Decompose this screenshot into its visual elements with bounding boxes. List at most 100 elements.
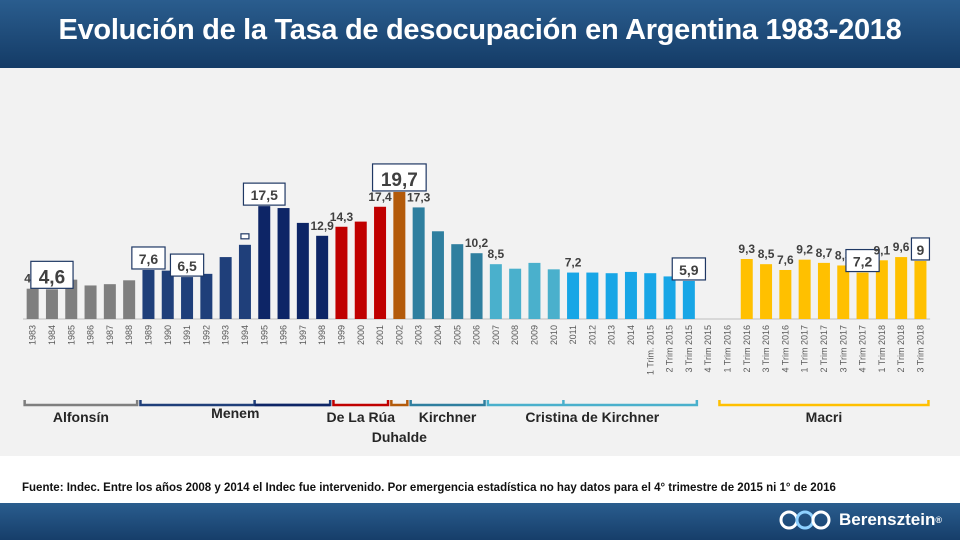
data-label: 9,1 — [874, 243, 891, 257]
period-label: Macri — [806, 409, 843, 425]
bar — [509, 268, 522, 319]
bar — [760, 264, 773, 319]
data-label: 17,5 — [251, 187, 278, 203]
period-label: Kirchner — [419, 409, 477, 425]
bar — [277, 208, 290, 319]
x-tick-label: 1990 — [163, 325, 173, 345]
data-label: 9 — [917, 242, 925, 258]
bar — [798, 259, 811, 319]
x-tick-label: 3 Trim 2017 — [838, 325, 848, 373]
x-tick-label: 2014 — [626, 325, 636, 345]
bar — [412, 207, 425, 319]
x-tick-label: 1995 — [259, 325, 269, 345]
x-tick-label: 4 Trim 2016 — [780, 325, 790, 373]
x-tick-label: 2 Trim 2018 — [896, 325, 906, 373]
data-label-box — [371, 163, 427, 192]
data-label: 8,5 — [758, 247, 775, 261]
x-tick-label: 2003 — [414, 325, 424, 345]
bar — [914, 260, 927, 319]
x-tick-label: 2 Trim 2015 — [665, 325, 675, 373]
bar — [644, 273, 657, 319]
x-tick-label: 2004 — [433, 325, 443, 345]
bar — [84, 285, 97, 319]
data-label: 8,5 — [488, 247, 505, 261]
bar — [586, 272, 599, 319]
bar — [219, 257, 232, 319]
bar — [567, 272, 580, 319]
bar — [316, 235, 329, 319]
data-label-box — [910, 237, 931, 261]
bar — [547, 269, 560, 319]
source-note: Fuente: Indec. Entre los años 2008 y 201… — [22, 482, 836, 494]
x-tick-label: 3 Trim 2015 — [684, 325, 694, 373]
data-label-box — [242, 182, 286, 206]
data-label: 7,2 — [853, 254, 873, 270]
data-label: 4,6 — [39, 267, 65, 288]
x-tick-label: 2007 — [491, 325, 501, 345]
brand-logo: Berensztein ® — [779, 508, 942, 532]
period-bracket — [409, 400, 486, 407]
bar — [489, 264, 502, 319]
x-tick-label: 2010 — [549, 325, 559, 345]
x-tick-label: 1985 — [66, 325, 76, 345]
period-label: De La Rúa — [327, 409, 396, 425]
bar — [682, 280, 695, 319]
bar — [393, 191, 406, 319]
bar — [451, 244, 464, 319]
x-tick-label: 2013 — [607, 325, 617, 345]
berensztein-logo-icon — [779, 510, 831, 530]
x-tick-label: 1999 — [336, 325, 346, 345]
x-tick-label: 1996 — [279, 325, 289, 345]
x-tick-label: 2009 — [529, 325, 539, 345]
bar — [605, 273, 618, 319]
bar — [142, 269, 155, 319]
data-label: 9,6 — [893, 240, 910, 254]
x-tick-label: 1 Trim 2017 — [800, 325, 810, 373]
x-tick-labels: 1983 1984 1985 1986 1987 1988 1989 1990 1991 1992… — [28, 325, 926, 375]
data-label-box — [845, 248, 880, 273]
bar — [624, 271, 637, 319]
data-label: 9,3 — [738, 242, 755, 256]
x-tick-label: 1 Trim 2016 — [722, 325, 732, 373]
data-label-box — [240, 233, 250, 240]
bar — [431, 231, 444, 319]
period-bracket — [139, 400, 332, 407]
data-label: 17,3 — [407, 190, 431, 204]
bar — [470, 253, 483, 319]
bar — [354, 221, 367, 319]
period-bracket — [23, 400, 139, 407]
x-tick-label: 4 Trim 2015 — [703, 325, 713, 373]
brand-registered-mark: ® — [935, 515, 942, 525]
x-tick-label: 1984 — [47, 325, 57, 345]
bar — [528, 262, 541, 319]
bar — [238, 244, 251, 319]
bar — [779, 269, 792, 319]
data-label: 19,7 — [381, 170, 418, 191]
data-label: 7,6 — [139, 251, 159, 267]
x-tick-label: 3 Trim 2016 — [761, 325, 771, 373]
bar — [258, 206, 271, 319]
data-label: 7,2 — [565, 256, 582, 270]
title-bar — [0, 0, 960, 68]
bar — [374, 206, 387, 319]
period-bracket — [486, 400, 699, 407]
bar — [200, 273, 213, 319]
data-label: 10,2 — [465, 236, 489, 250]
chart-title: Evolución de la Tasa de desocupación en … — [58, 14, 902, 46]
bar — [123, 280, 136, 319]
x-tick-label: 1991 — [182, 325, 192, 345]
x-tick-label: 2 Trim 2016 — [742, 325, 752, 373]
bar — [663, 276, 676, 319]
x-tick-label: 4 Trim 2017 — [858, 325, 868, 373]
x-tick-label: 2006 — [472, 325, 482, 345]
bar — [181, 277, 194, 319]
period-bracket — [390, 400, 409, 407]
data-label: 12,9 — [310, 219, 334, 233]
bar — [740, 259, 753, 319]
period-bracket — [718, 400, 930, 407]
data-label: 7,6 — [777, 253, 794, 267]
data-label-box — [671, 257, 707, 281]
x-tick-label: 2005 — [452, 325, 462, 345]
data-label: 6,5 — [177, 258, 197, 274]
data-label: 8,7 — [816, 246, 833, 260]
